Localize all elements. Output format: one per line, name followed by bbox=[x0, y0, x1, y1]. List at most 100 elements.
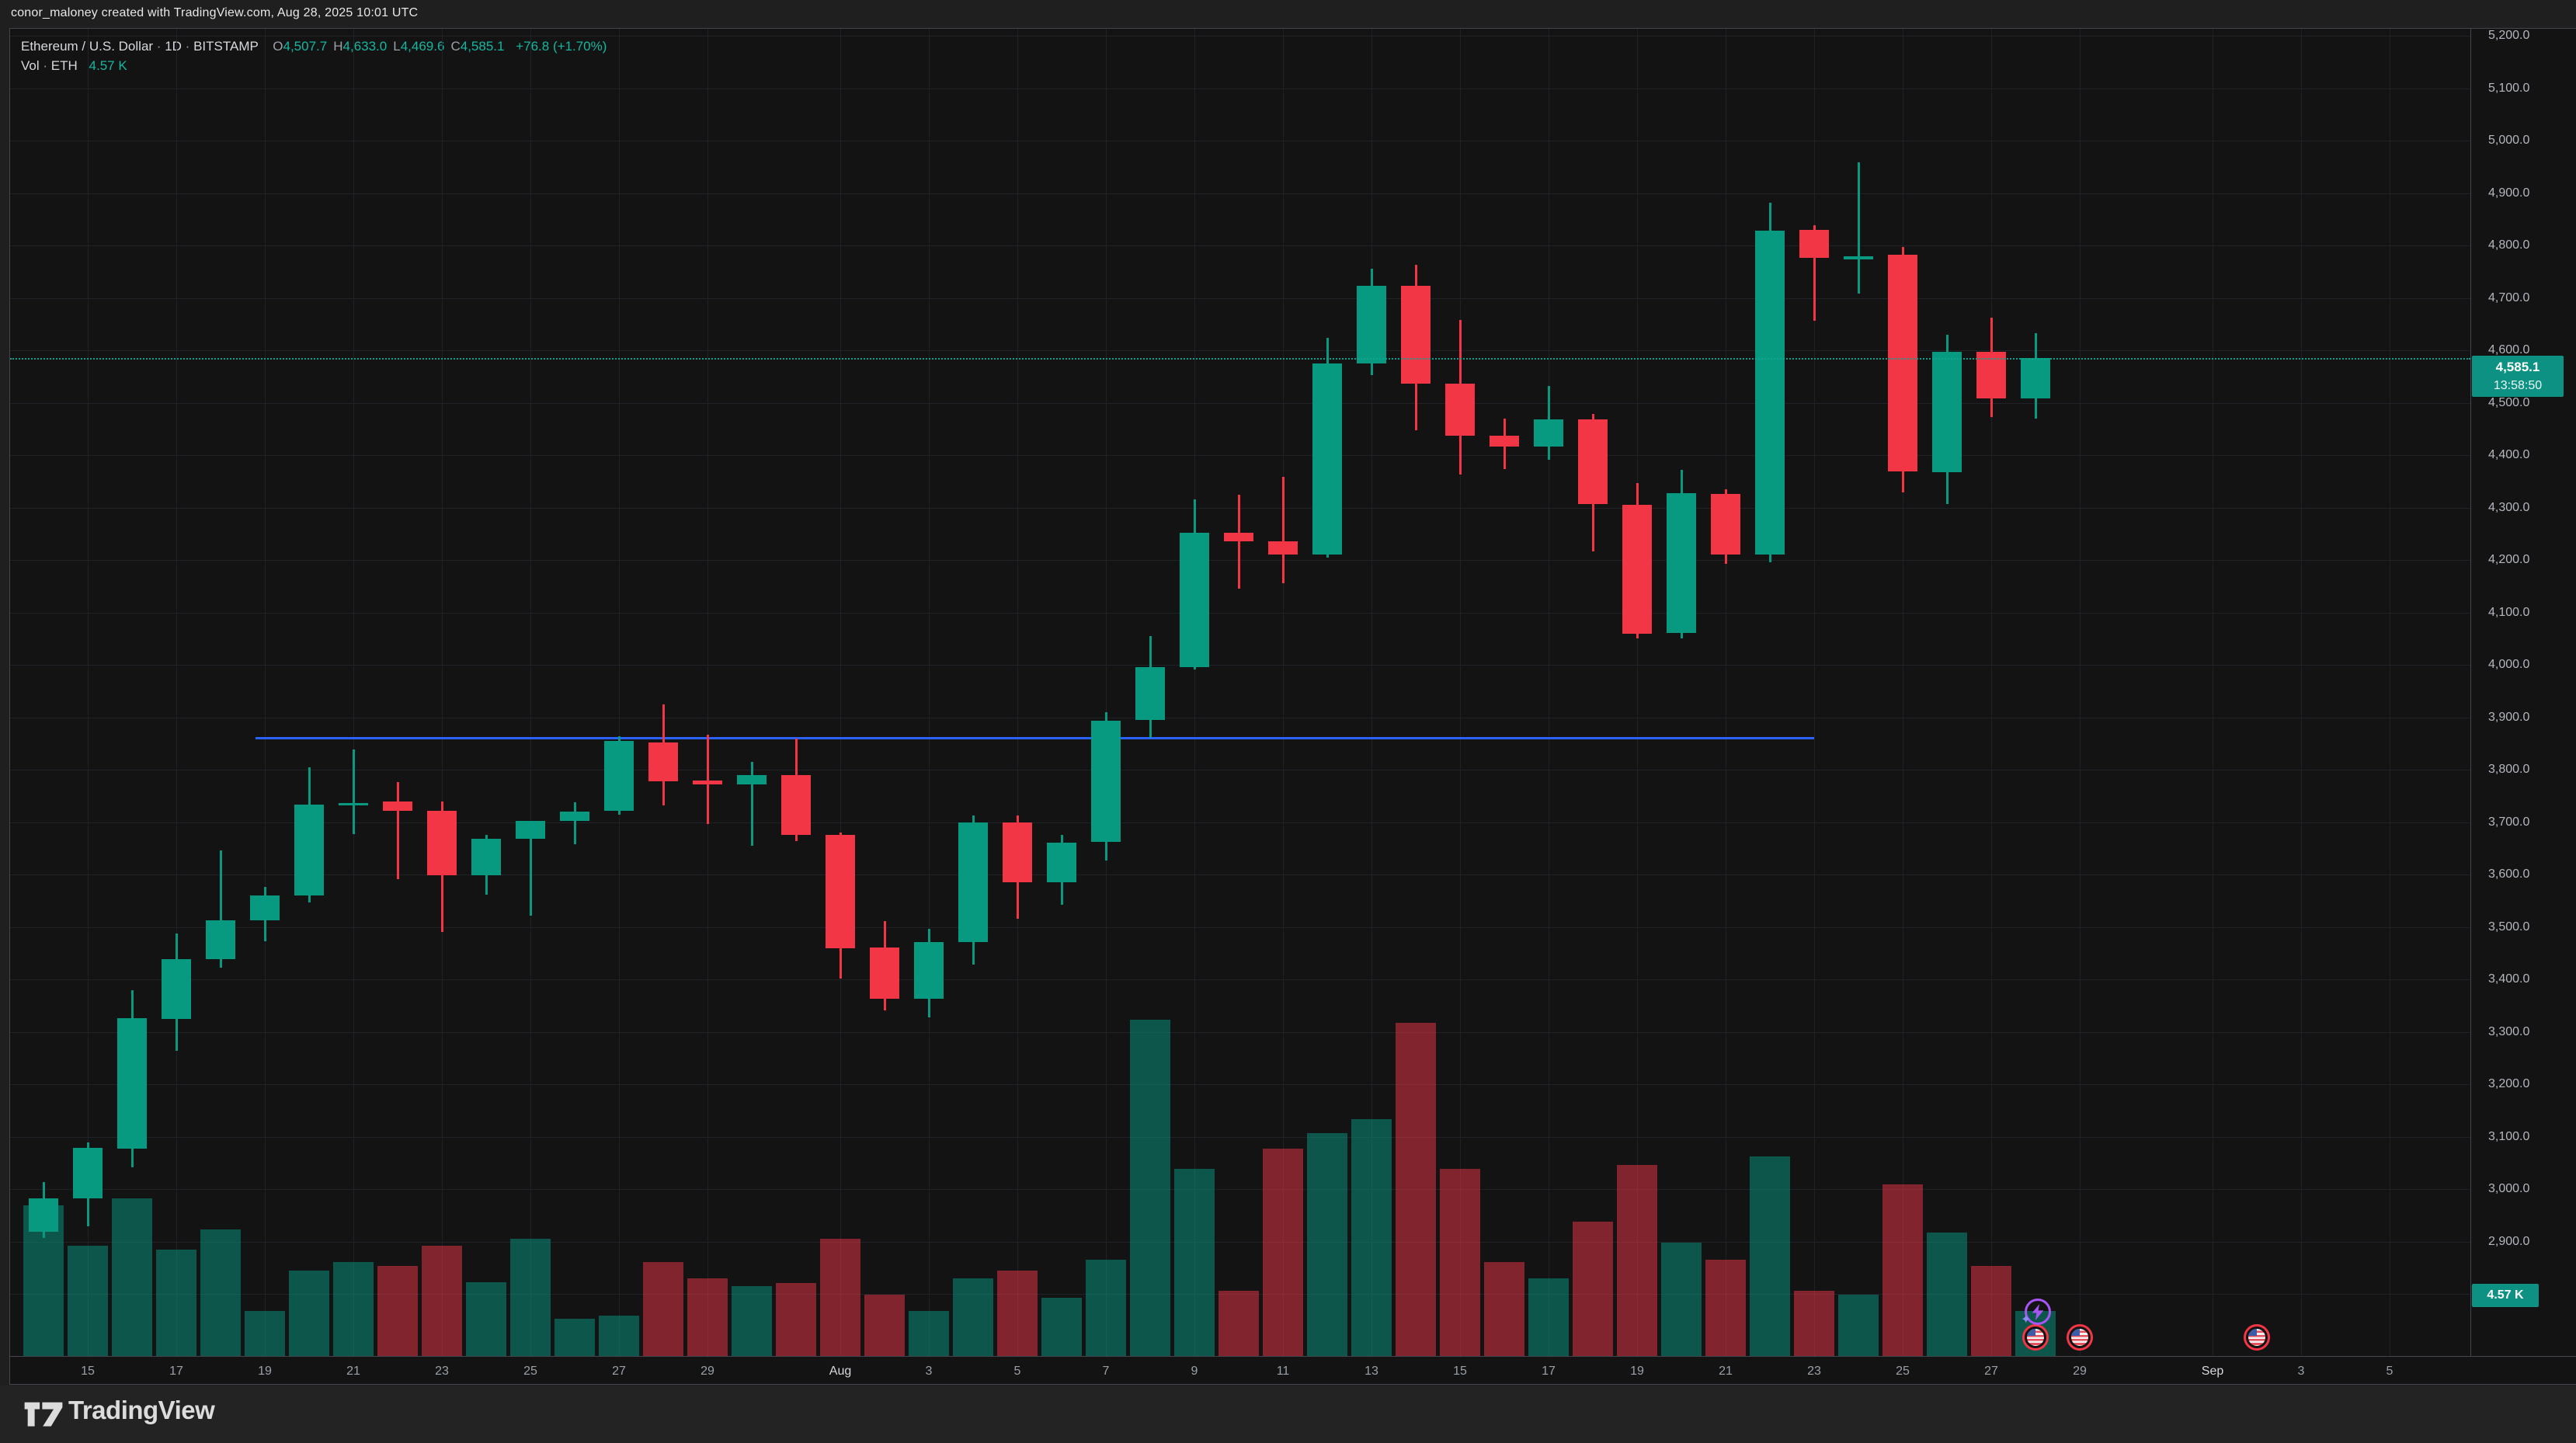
time-gridline bbox=[1371, 29, 1372, 1356]
time-axis[interactable]: 15 17 19 21 23 25 27 29 Aug 3 5 7 9 11 13 15 17 19 21 23 25 2… bbox=[10, 1356, 2576, 1385]
candle bbox=[1711, 493, 1740, 555]
price-tick-label: 4,200.0 bbox=[2488, 553, 2530, 566]
candle bbox=[781, 775, 811, 835]
time-gridline bbox=[265, 29, 266, 1356]
volume-bar bbox=[864, 1295, 905, 1356]
candle bbox=[206, 920, 235, 960]
candle bbox=[162, 959, 191, 1020]
time-gridline bbox=[530, 29, 531, 1356]
price-gridline bbox=[10, 455, 2470, 456]
price-gridline bbox=[10, 245, 2470, 246]
volume-bar bbox=[1396, 1022, 1436, 1356]
us-flag-event-icon[interactable] bbox=[2022, 1324, 2049, 1351]
volume-bar bbox=[909, 1310, 949, 1356]
legend-symbol-row[interactable]: Ethereum / U.S. Dollar · 1D · BITSTAMP O… bbox=[21, 39, 607, 54]
volume-bar bbox=[200, 1229, 241, 1356]
volume-bar bbox=[1528, 1278, 1569, 1356]
candle bbox=[339, 802, 368, 805]
volume-value: 4.57 K bbox=[89, 58, 127, 73]
price-gridline bbox=[10, 874, 2470, 875]
candle bbox=[1622, 505, 1652, 635]
tradingview-logo-icon[interactable] bbox=[23, 1398, 64, 1431]
candle bbox=[1401, 285, 1431, 384]
horizontal-line-drawing[interactable] bbox=[256, 736, 1814, 739]
legend-volume-row[interactable]: Vol · ETH 4.57 K bbox=[21, 58, 127, 73]
candle bbox=[1357, 285, 1386, 363]
price-tick-label: 3,500.0 bbox=[2488, 920, 2530, 934]
price-gridline bbox=[10, 1031, 2470, 1033]
volume-bar bbox=[687, 1278, 728, 1356]
ai-lightning-icon[interactable]: ✦ bbox=[2021, 1299, 2051, 1327]
price-tick-label: 3,600.0 bbox=[2488, 868, 2530, 881]
price-gridline bbox=[10, 507, 2470, 509]
volume-bar bbox=[643, 1262, 683, 1356]
volume-symbol: ETH bbox=[50, 58, 78, 73]
price-gridline bbox=[10, 665, 2470, 666]
volume-bar bbox=[1351, 1119, 1392, 1356]
volume-bar bbox=[554, 1318, 595, 1356]
time-tick-label: 29 bbox=[700, 1365, 714, 1378]
price-tick-label: 4,800.0 bbox=[2488, 238, 2530, 252]
candle bbox=[1490, 436, 1519, 447]
price-tick-label: 3,200.0 bbox=[2488, 1077, 2530, 1090]
time-tick-label: 3 bbox=[925, 1365, 933, 1378]
volume-bar bbox=[820, 1238, 860, 1356]
candle bbox=[1534, 419, 1563, 447]
candle-wick bbox=[220, 850, 222, 968]
ohlc-key: L bbox=[393, 39, 401, 54]
ohlc-key: O bbox=[273, 39, 283, 54]
time-gridline bbox=[1460, 29, 1461, 1356]
candle bbox=[560, 812, 589, 822]
time-tick-label: 23 bbox=[1807, 1365, 1821, 1378]
time-tick-label: 29 bbox=[2073, 1365, 2087, 1378]
volume-bar bbox=[1661, 1242, 1702, 1356]
us-flag-event-icon[interactable] bbox=[2067, 1324, 2093, 1351]
candle bbox=[294, 805, 324, 895]
time-tick-label: 19 bbox=[1630, 1365, 1644, 1378]
time-tick-label: 11 bbox=[1276, 1365, 1290, 1378]
price-axis[interactable]: 4,585.1 13:58:50 4.57 K 5,200.0 5,100.0 5,… bbox=[2470, 29, 2576, 1356]
chart-plot[interactable]: Ethereum / U.S. Dollar · 1D · BITSTAMP O… bbox=[10, 29, 2470, 1356]
lightning-bolt-icon bbox=[2032, 1303, 2044, 1320]
price-tick-label: 3,700.0 bbox=[2488, 815, 2530, 829]
volume-bar bbox=[1705, 1259, 1746, 1356]
tradingview-wordmark[interactable]: TradingView bbox=[68, 1396, 215, 1424]
price-gridline bbox=[10, 822, 2470, 823]
price-gridline bbox=[10, 979, 2470, 980]
time-tick-label: 25 bbox=[523, 1365, 537, 1378]
time-tick-label: 15 bbox=[81, 1365, 95, 1378]
price-gridline bbox=[10, 1241, 2470, 1243]
price-gridline bbox=[10, 612, 2470, 614]
price-tick-label: 4,300.0 bbox=[2488, 500, 2530, 514]
time-gridline bbox=[88, 29, 89, 1356]
price-tick-label: 4,000.0 bbox=[2488, 658, 2530, 671]
candle bbox=[693, 781, 722, 784]
candle bbox=[914, 942, 944, 999]
attribution-text: conor_maloney created with TradingView.c… bbox=[11, 6, 419, 19]
candle bbox=[1091, 720, 1121, 843]
price-tick-label: 3,300.0 bbox=[2488, 1024, 2530, 1038]
price-tick-label: 5,000.0 bbox=[2488, 134, 2530, 147]
volume-bar bbox=[1041, 1298, 1082, 1356]
ohlc-value: 4,469.6 bbox=[400, 39, 445, 54]
volume-bar bbox=[1617, 1164, 1657, 1356]
price-tick-label: 4,900.0 bbox=[2488, 186, 2530, 200]
candle bbox=[1312, 363, 1342, 555]
us-flag-event-icon[interactable] bbox=[2244, 1324, 2270, 1351]
price-gridline bbox=[10, 36, 2470, 37]
volume-bar bbox=[1440, 1168, 1480, 1356]
exchange-label: BITSTAMP bbox=[193, 39, 259, 54]
volume-bar bbox=[68, 1245, 108, 1356]
candle bbox=[1755, 231, 1785, 555]
time-tick-label: 5 bbox=[2386, 1365, 2393, 1378]
volume-bar bbox=[1971, 1266, 2011, 1356]
price-tick-label: 3,900.0 bbox=[2488, 710, 2530, 724]
volume-bar bbox=[422, 1245, 462, 1356]
candle-wick bbox=[574, 801, 576, 844]
ohlc-value: 4,585.1 bbox=[460, 39, 505, 54]
candle bbox=[1180, 532, 1209, 667]
time-gridline bbox=[619, 29, 620, 1356]
candle bbox=[1888, 255, 1917, 471]
time-tick-label: 17 bbox=[1542, 1365, 1556, 1378]
volume-bar bbox=[732, 1285, 772, 1356]
